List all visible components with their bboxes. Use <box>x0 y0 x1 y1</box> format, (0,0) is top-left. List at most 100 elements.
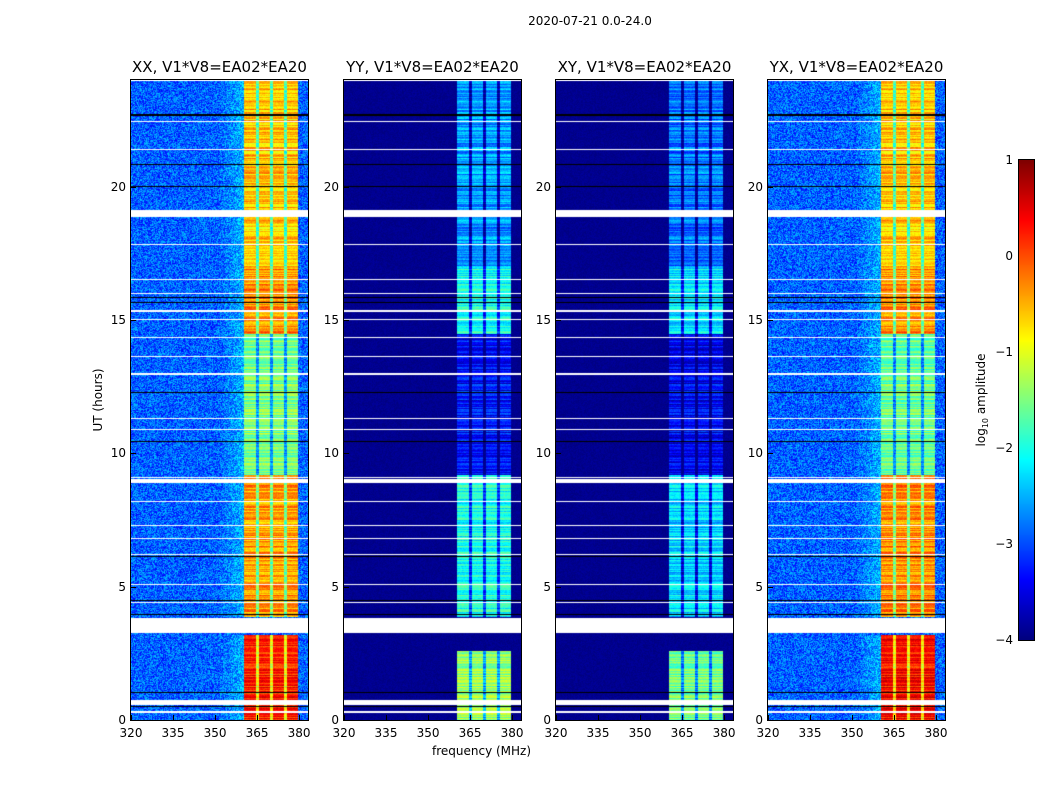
x-tick-label: 380 <box>924 726 948 740</box>
x-tick-mark <box>936 715 938 720</box>
colorbar-tick-label: −1 <box>995 345 1013 359</box>
x-tick-mark <box>768 715 769 720</box>
colorbar-tick-label: 1 <box>1005 153 1013 167</box>
y-tick-label: 5 <box>331 579 339 594</box>
x-axis-label: frequency (MHz) <box>432 744 532 758</box>
y-tick-mark <box>131 453 136 455</box>
colorbar-tick-label: 0 <box>1005 249 1013 263</box>
y-tick-mark <box>131 320 136 321</box>
y-tick-label: 5 <box>543 579 551 594</box>
x-tick-label: 350 <box>840 726 864 740</box>
x-tick-label: 350 <box>203 726 227 740</box>
x-tick-label: 365 <box>670 726 694 740</box>
y-tick-label: 15 <box>110 313 126 327</box>
x-tick-mark <box>131 715 132 720</box>
x-tick-mark <box>470 715 472 720</box>
y-tick-label: 20 <box>535 179 551 194</box>
y-tick-label: 0 <box>331 713 339 727</box>
y-axis-label: UT (hours) <box>91 368 105 432</box>
y-tick-mark <box>768 320 773 321</box>
colorbar-tick-label: −3 <box>995 537 1013 551</box>
y-tick-label: 15 <box>535 313 551 327</box>
x-tick-mark <box>724 715 726 720</box>
y-tick-label: 15 <box>323 313 339 327</box>
x-tick-mark <box>173 715 174 720</box>
y-tick-label: 10 <box>535 446 551 461</box>
x-tick-mark <box>215 715 217 720</box>
colorbar-tick-label: −2 <box>995 441 1013 455</box>
colorbar <box>1018 159 1035 641</box>
x-tick-label: 365 <box>245 726 269 740</box>
y-tick-label: 5 <box>755 579 763 594</box>
x-tick-label: 335 <box>161 726 185 740</box>
y-tick-mark <box>344 453 349 455</box>
y-tick-label: 5 <box>118 579 126 594</box>
y-tick-mark <box>131 186 136 188</box>
x-tick-mark <box>852 715 854 720</box>
x-tick-mark <box>257 715 259 720</box>
x-tick-mark <box>556 715 557 720</box>
y-tick-label: 20 <box>110 179 126 194</box>
y-tick-label: 10 <box>110 446 126 461</box>
colorbar-label: log10 amplitude <box>974 354 990 447</box>
heatmap-cells <box>131 80 308 720</box>
x-tick-mark <box>344 715 345 720</box>
colorbar-tick-label: −4 <box>995 633 1013 647</box>
y-tick-mark <box>131 720 136 721</box>
spectrogram-panel-yy <box>343 79 522 721</box>
y-tick-mark <box>344 320 349 321</box>
x-tick-mark <box>299 715 301 720</box>
x-tick-mark <box>894 715 896 720</box>
spectrogram-panel-xy <box>555 79 734 721</box>
spectrogram-panel-yx <box>767 79 946 721</box>
y-tick-mark <box>556 720 561 721</box>
y-tick-label: 20 <box>747 179 763 194</box>
y-tick-mark <box>344 186 349 188</box>
figure-title: 2020-07-21 0.0-24.0 <box>528 14 652 28</box>
x-tick-mark <box>810 715 811 720</box>
y-tick-mark <box>768 186 773 188</box>
y-tick-mark <box>344 720 349 721</box>
y-tick-label: 0 <box>118 713 126 727</box>
y-tick-mark <box>556 586 561 588</box>
x-tick-label: 380 <box>500 726 524 740</box>
y-tick-label: 15 <box>747 313 763 327</box>
y-tick-mark <box>556 320 561 321</box>
x-tick-mark <box>598 715 599 720</box>
y-tick-mark <box>768 453 773 455</box>
colorbar-label-sub: 10 <box>981 417 991 429</box>
heatmap-cells <box>768 80 945 720</box>
panel-title: YY, V1*V8=EA02*EA20 <box>346 58 519 76</box>
heatmap-cells <box>556 80 733 720</box>
x-tick-label: 365 <box>458 726 482 740</box>
y-tick-label: 10 <box>323 446 339 461</box>
heatmap-cells <box>344 80 521 720</box>
y-tick-mark <box>556 186 561 188</box>
panel-title: YX, V1*V8=EA02*EA20 <box>769 58 944 76</box>
x-tick-label: 380 <box>712 726 736 740</box>
y-tick-mark <box>344 586 349 588</box>
x-tick-label: 335 <box>798 726 822 740</box>
x-tick-label: 350 <box>628 726 652 740</box>
y-tick-mark <box>556 453 561 455</box>
x-tick-mark <box>512 715 514 720</box>
x-tick-label: 320 <box>544 726 568 740</box>
x-tick-mark <box>428 715 430 720</box>
x-tick-label: 320 <box>332 726 356 740</box>
spectrogram-panel-xx <box>130 79 309 721</box>
y-tick-label: 0 <box>543 713 551 727</box>
y-tick-label: 10 <box>747 446 763 461</box>
panel-title: XX, V1*V8=EA02*EA20 <box>132 58 307 76</box>
x-tick-label: 320 <box>119 726 143 740</box>
x-tick-label: 320 <box>756 726 780 740</box>
x-tick-label: 365 <box>882 726 906 740</box>
y-tick-mark <box>768 720 773 721</box>
x-tick-mark <box>386 715 387 720</box>
x-tick-mark <box>682 715 684 720</box>
y-tick-mark <box>768 586 773 588</box>
y-tick-mark <box>131 586 136 588</box>
colorbar-label-log: log <box>973 428 988 447</box>
x-tick-label: 380 <box>287 726 311 740</box>
y-tick-label: 0 <box>755 713 763 727</box>
